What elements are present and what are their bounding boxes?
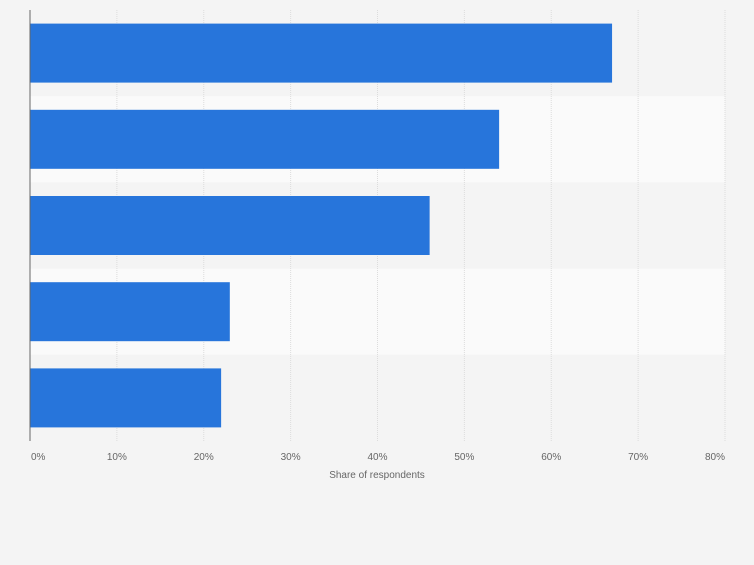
x-tick-label-2: 10% — [107, 452, 127, 463]
x-tick-label-6: 50% — [454, 452, 474, 463]
bar-4 — [30, 282, 230, 342]
x-tick-label-4: 30% — [281, 452, 301, 463]
bar-3 — [30, 196, 430, 255]
bar-1 — [30, 23, 613, 83]
bar-5 — [30, 368, 222, 428]
x-tick-label-8: 70% — [628, 452, 648, 463]
x-axis-tick-labels: 0% 10% 20% 30% 40% 50% 60% 70% 80% — [31, 452, 725, 463]
x-tick-label-9: 80% — [705, 452, 725, 463]
x-tick-label-5: 40% — [367, 452, 387, 463]
bar-2 — [30, 109, 500, 169]
x-tick-label-7: 60% — [541, 452, 561, 463]
bars — [30, 23, 613, 428]
x-axis-label: Share of respondents — [329, 470, 425, 481]
x-tick-label-3: 20% — [194, 452, 214, 463]
x-tick-label-1: 0% — [31, 452, 46, 463]
